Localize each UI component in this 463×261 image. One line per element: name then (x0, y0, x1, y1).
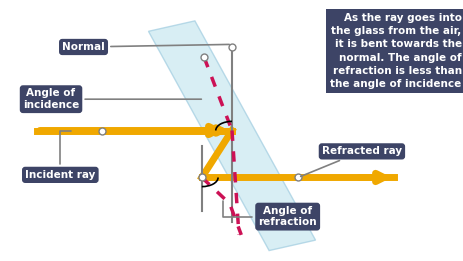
Text: Refracted ray: Refracted ray (300, 146, 401, 176)
Text: Normal: Normal (62, 42, 229, 52)
Text: Incident ray: Incident ray (25, 130, 95, 180)
Text: As the ray goes into
the glass from the air,
it is bent towards the
normal. The : As the ray goes into the glass from the … (330, 13, 461, 89)
Polygon shape (148, 21, 315, 251)
Text: Angle of
refraction: Angle of refraction (222, 201, 316, 227)
Text: Angle of
incidence: Angle of incidence (23, 88, 201, 110)
